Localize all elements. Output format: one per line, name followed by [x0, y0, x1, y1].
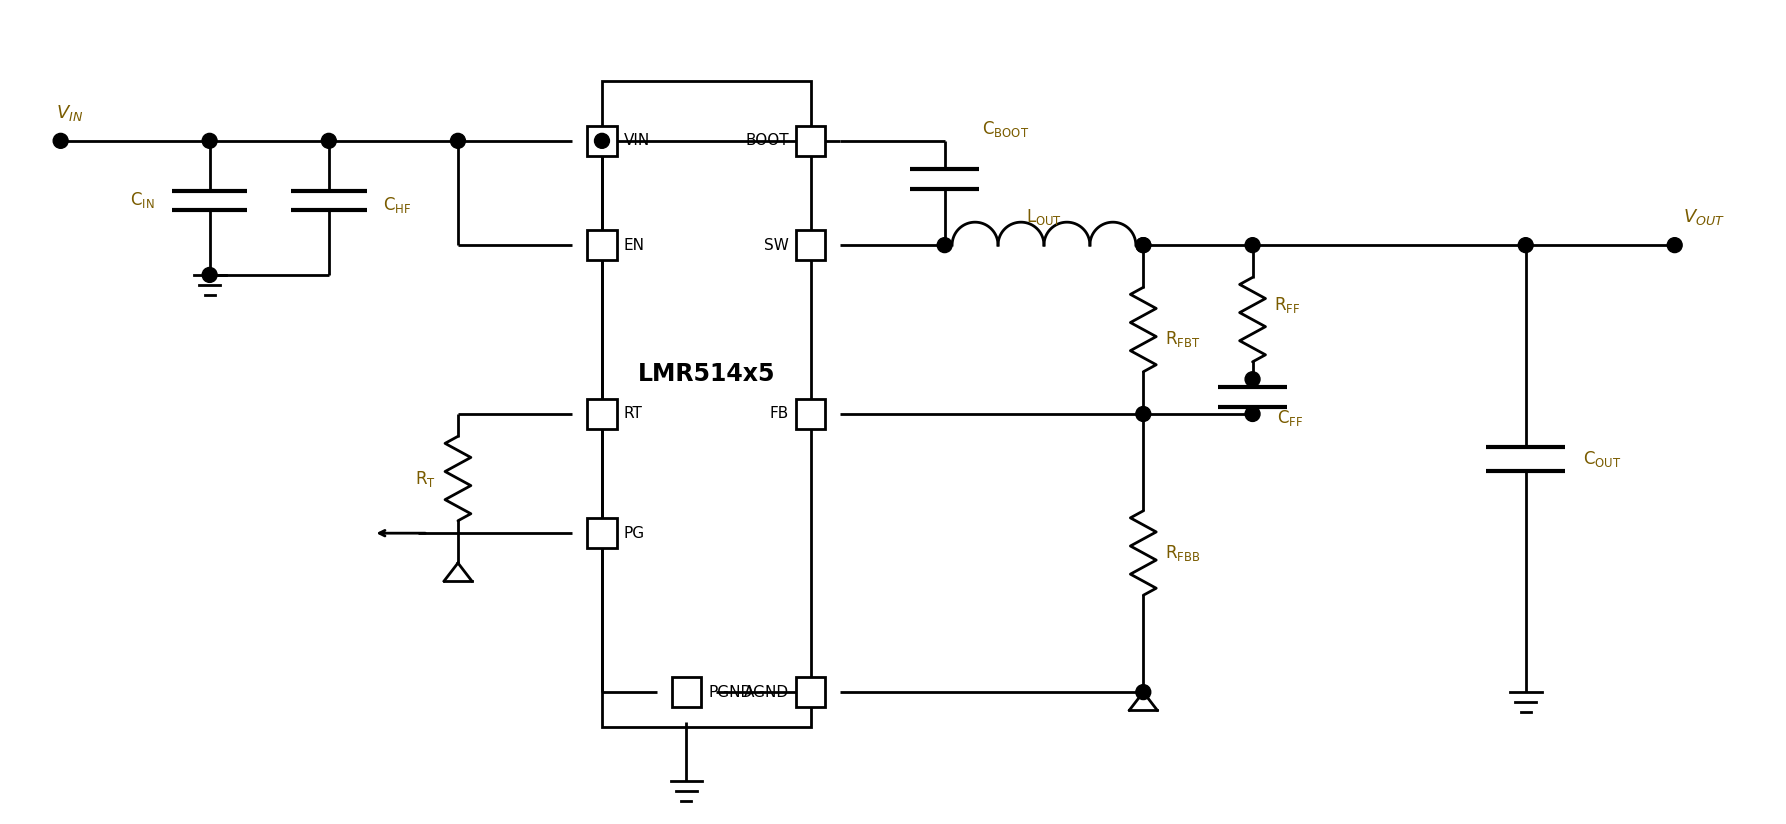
Circle shape	[54, 133, 68, 148]
Text: AGND: AGND	[743, 685, 789, 700]
Text: RT: RT	[623, 406, 643, 422]
Text: C$_{\mathregular{HF}}$: C$_{\mathregular{HF}}$	[384, 195, 413, 215]
Bar	[795, 126, 825, 156]
Circle shape	[595, 133, 609, 148]
Text: C$_{\mathregular{FF}}$: C$_{\mathregular{FF}}$	[1277, 409, 1304, 428]
Text: LMR514x5: LMR514x5	[638, 363, 775, 386]
Circle shape	[1136, 237, 1150, 253]
Circle shape	[1136, 406, 1150, 421]
Circle shape	[202, 268, 218, 283]
Text: C$_{\mathregular{IN}}$: C$_{\mathregular{IN}}$	[130, 190, 155, 210]
Circle shape	[1668, 237, 1682, 253]
Text: PG: PG	[623, 526, 645, 541]
Text: BOOT: BOOT	[745, 133, 789, 148]
Text: EN: EN	[623, 237, 645, 253]
Text: R$_{\mathregular{FBB}}$: R$_{\mathregular{FBB}}$	[1164, 543, 1200, 563]
Circle shape	[938, 237, 952, 253]
Text: R$_{\mathregular{T}}$: R$_{\mathregular{T}}$	[416, 469, 436, 489]
Text: V$_{\mathregular{OUT}}$: V$_{\mathregular{OUT}}$	[1682, 208, 1725, 227]
Circle shape	[1136, 685, 1150, 700]
Circle shape	[1245, 237, 1259, 253]
Bar	[795, 399, 825, 428]
Bar	[795, 230, 825, 260]
Bar	[602, 82, 811, 727]
Bar	[588, 399, 616, 428]
Text: PGND: PGND	[709, 685, 752, 700]
Bar	[588, 126, 616, 156]
Circle shape	[321, 133, 336, 148]
Text: VIN: VIN	[623, 133, 650, 148]
Text: L$_{\mathregular{OUT}}$: L$_{\mathregular{OUT}}$	[1025, 208, 1063, 227]
Circle shape	[1518, 237, 1532, 253]
Text: SW: SW	[764, 237, 789, 253]
Text: C$_{\mathregular{BOOT}}$: C$_{\mathregular{BOOT}}$	[982, 119, 1029, 139]
Circle shape	[1245, 406, 1259, 421]
Text: V$_{\mathregular{IN}}$: V$_{\mathregular{IN}}$	[55, 103, 82, 123]
Circle shape	[1245, 372, 1259, 386]
Text: R$_{\mathregular{FF}}$: R$_{\mathregular{FF}}$	[1275, 295, 1300, 315]
Text: C$_{\mathregular{OUT}}$: C$_{\mathregular{OUT}}$	[1584, 449, 1622, 469]
Bar	[588, 230, 616, 260]
Text: R$_{\mathregular{FBT}}$: R$_{\mathregular{FBT}}$	[1164, 330, 1200, 349]
Circle shape	[202, 133, 218, 148]
Text: FB: FB	[770, 406, 789, 422]
Bar	[795, 677, 825, 707]
Bar	[672, 677, 702, 707]
Circle shape	[1136, 237, 1150, 253]
Circle shape	[450, 133, 466, 148]
Bar	[588, 518, 616, 548]
